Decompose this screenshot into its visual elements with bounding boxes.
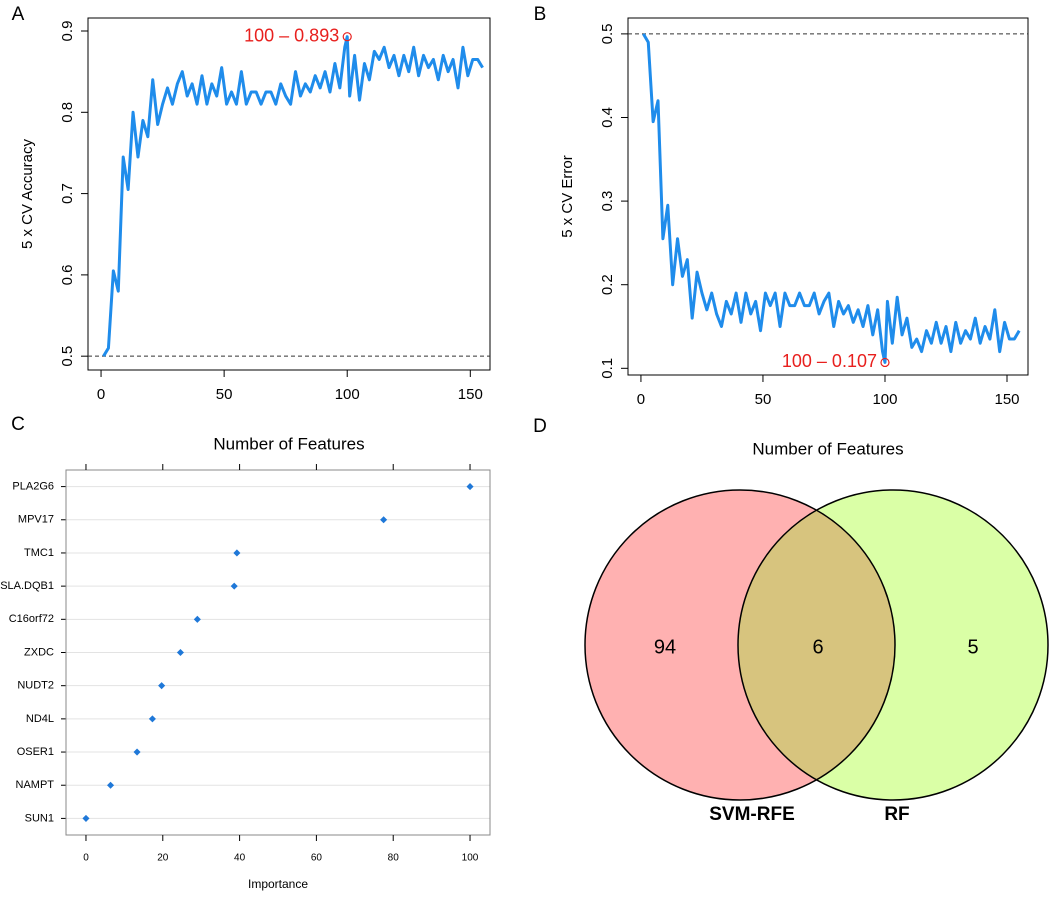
dot	[133, 748, 141, 756]
y-tick-label: 0.5	[599, 23, 616, 44]
dot	[82, 814, 90, 822]
category-label: C16orf72	[9, 613, 54, 625]
set-label: SVM-RFE	[709, 804, 795, 825]
panel-letter: A	[12, 4, 25, 25]
dot	[176, 648, 184, 657]
y-tick-label: 0.2	[599, 274, 616, 295]
category-label: TMC1	[24, 547, 54, 559]
category-label: NAMPT	[16, 779, 55, 791]
x-axis-label: Importance	[248, 877, 308, 891]
data-line	[102, 35, 484, 357]
panel-letter: B	[534, 4, 547, 25]
x-tick-label: 20	[157, 853, 169, 864]
x-tick-label: 100	[462, 853, 479, 864]
overlap-region	[738, 490, 895, 800]
category-label: PLA2G6	[12, 480, 54, 492]
x-tick-label: 50	[755, 391, 772, 408]
y-tick-label: 0.3	[599, 191, 616, 212]
panel-letter: D	[533, 416, 547, 437]
count-label: 5	[967, 636, 978, 658]
category-label: OSER1	[17, 746, 54, 758]
x-tick-label: 0	[97, 386, 105, 403]
x-tick-label: 50	[216, 386, 233, 403]
dot	[466, 483, 474, 491]
x-tick-label: 100	[872, 391, 897, 408]
y-tick-label: 0.7	[59, 183, 76, 204]
y-tick-label: 0.9	[59, 21, 76, 42]
category-label: MPV17	[18, 514, 54, 526]
category-label: ZXDC	[24, 646, 54, 658]
x-tick-label: 60	[311, 853, 323, 864]
plot-frame	[627, 17, 1029, 376]
dot	[107, 781, 115, 789]
category-label: ND4L	[26, 713, 54, 725]
category-label: SUN1	[25, 812, 54, 824]
highlight-point	[880, 357, 890, 368]
category-label: NUDT2	[17, 680, 54, 692]
x-tick-label: 0	[83, 853, 89, 864]
plot-frame	[87, 17, 491, 371]
dot	[193, 615, 201, 623]
x-tick-label: 150	[458, 386, 483, 403]
x-tick-label: 150	[994, 391, 1019, 408]
dot	[233, 549, 241, 557]
x-tick-label: 0	[637, 391, 645, 408]
highlight-point	[342, 32, 352, 42]
y-tick-label: 0.5	[59, 346, 76, 367]
x-tick-label: 80	[388, 853, 400, 864]
x-tick-label: 40	[234, 853, 246, 864]
count-label: 94	[654, 636, 676, 658]
dot	[230, 582, 238, 590]
y-axis-label: 5 x CV Accuracy	[19, 138, 36, 249]
set-outline	[584, 489, 896, 801]
count-label: 6	[812, 636, 823, 658]
y-axis-label: 5 x CV Error	[559, 155, 576, 238]
y-tick-label: 0.8	[59, 102, 76, 123]
dot	[158, 682, 166, 690]
x-axis-label: Number of Features	[752, 439, 903, 458]
x-tick-label: 100	[335, 386, 360, 403]
dot	[380, 516, 388, 524]
category-label: SLA.DQB1	[0, 580, 54, 592]
y-tick-label: 0.6	[59, 264, 76, 285]
x-axis-label: Number of Features	[213, 434, 364, 453]
panel-letter: C	[11, 414, 25, 435]
set-label: RF	[884, 804, 909, 825]
highlight-label: 100 – 0.893	[244, 25, 339, 45]
y-tick-label: 0.4	[599, 107, 616, 128]
highlight-label: 100 – 0.107	[782, 351, 877, 371]
data-line	[642, 33, 1021, 364]
y-tick-label: 0.1	[599, 358, 616, 379]
set-outline	[737, 489, 1049, 801]
dot	[148, 715, 156, 723]
plot-frame	[65, 469, 491, 836]
